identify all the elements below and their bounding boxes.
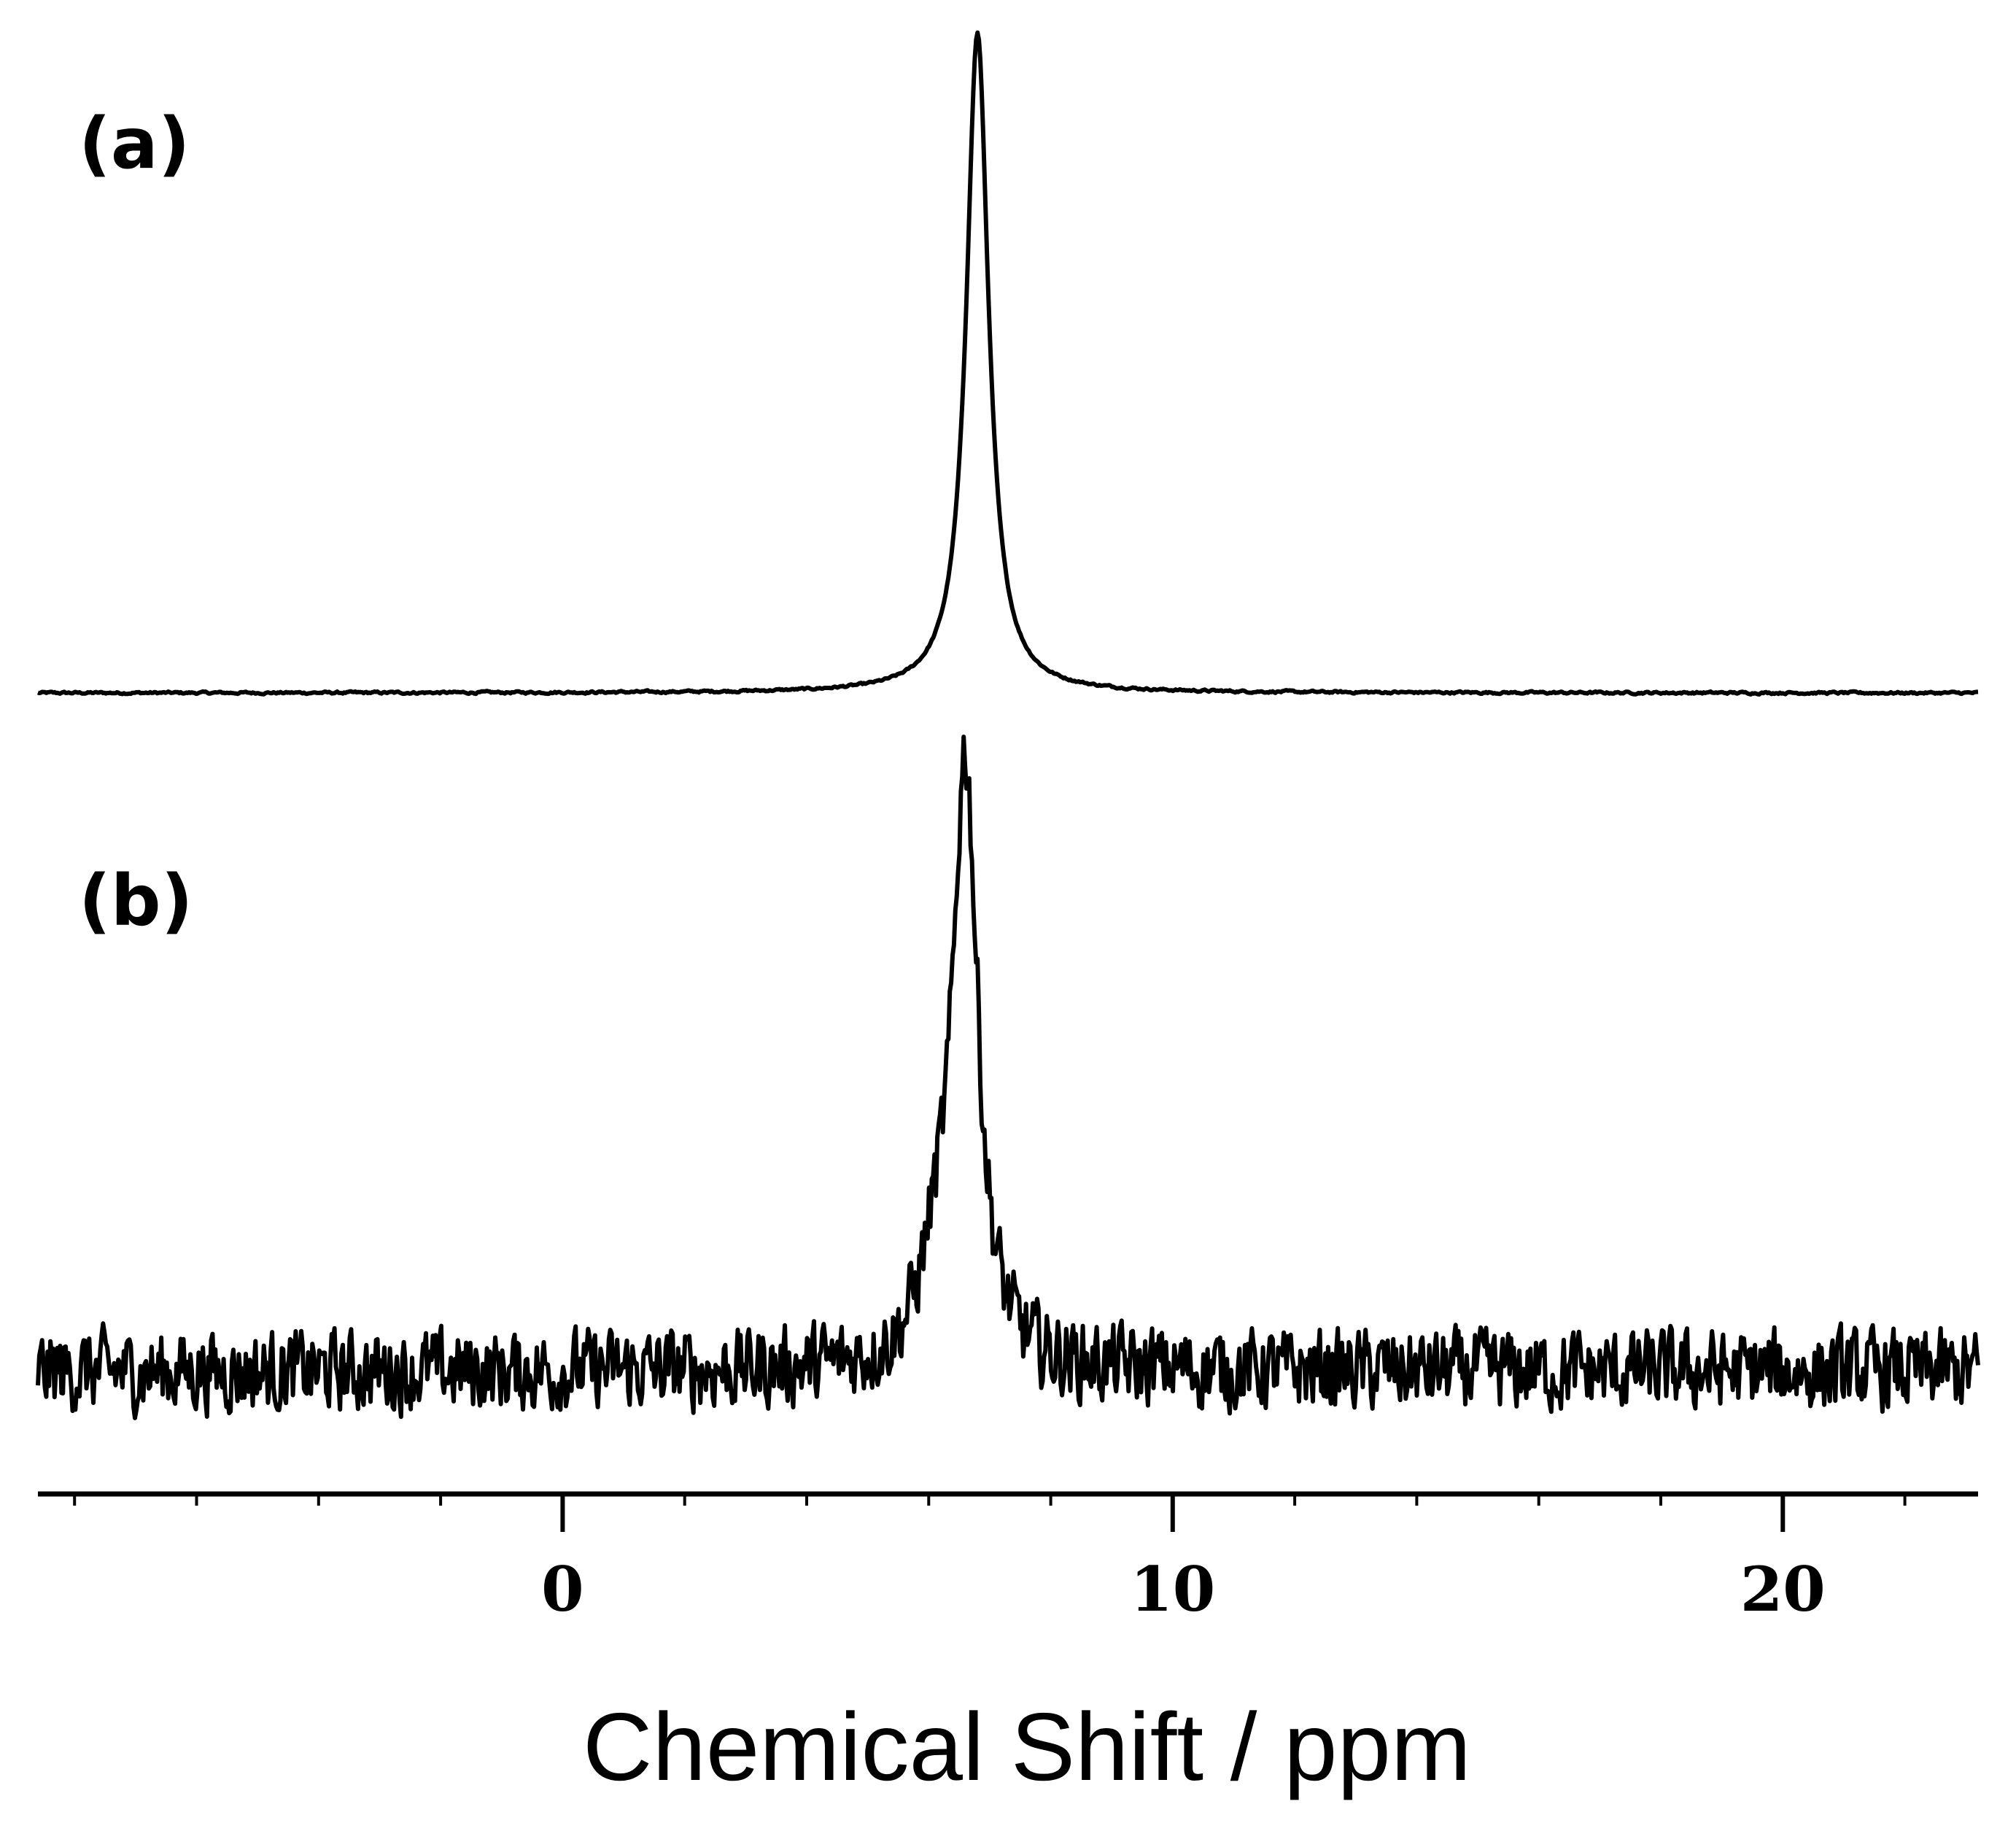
spectrum-line-b	[36, 735, 1980, 1420]
x-tick-label: 10	[1130, 1553, 1215, 1625]
spectra-layer	[36, 30, 1980, 1420]
x-axis-ticks: 0 10 20	[73, 1494, 1907, 1625]
x-axis-label: Chemical Shift / ppm	[583, 1693, 1471, 1800]
panel-label-b: (b)	[79, 860, 193, 942]
panel-label-a: (a)	[79, 103, 190, 185]
x-tick-label: 20	[1740, 1553, 1826, 1625]
spectrum-line-a	[36, 30, 1980, 697]
x-tick-label: 0	[541, 1553, 584, 1625]
